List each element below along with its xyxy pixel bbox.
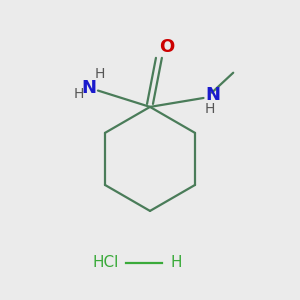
Text: H: H (94, 67, 105, 81)
Text: N: N (205, 86, 220, 104)
Text: H: H (171, 255, 182, 270)
Text: N: N (82, 79, 97, 97)
Text: O: O (159, 38, 174, 56)
Text: H: H (204, 102, 214, 116)
Text: H: H (73, 86, 84, 100)
Text: HCl: HCl (92, 255, 118, 270)
